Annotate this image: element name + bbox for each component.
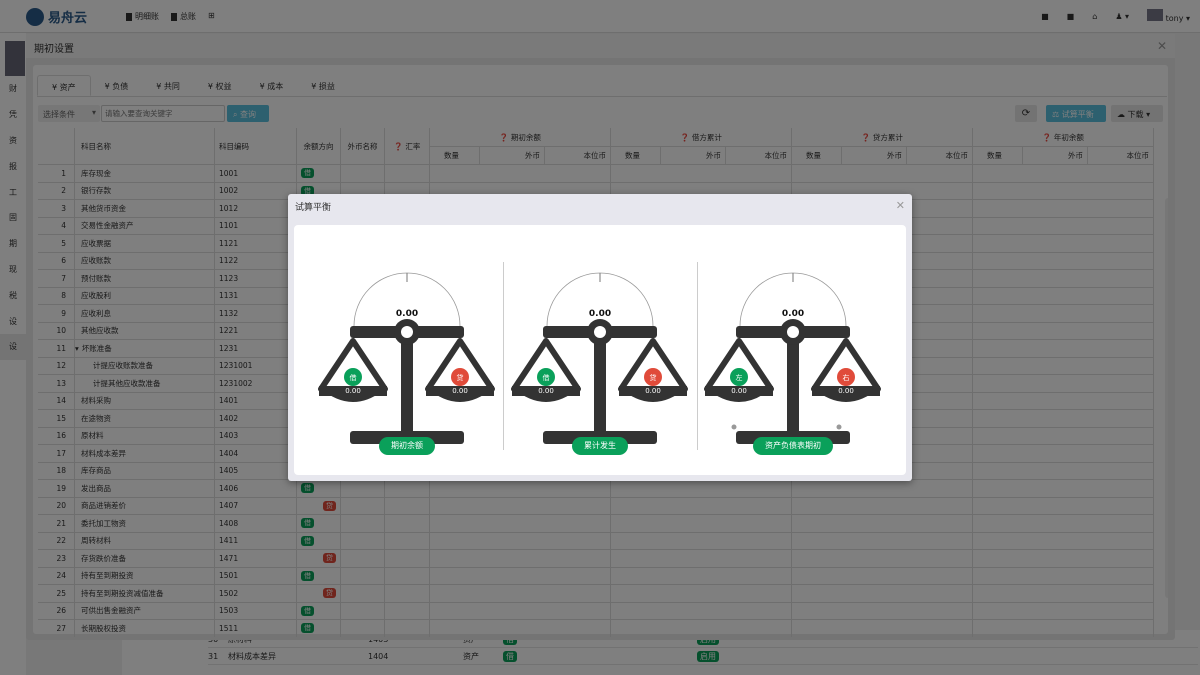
right-side-value: 0.00 — [645, 387, 661, 395]
info-icon[interactable] — [836, 424, 842, 430]
left-side-value: 0.00 — [538, 387, 554, 395]
scale-label-button[interactable]: 资产负债表期初 — [753, 437, 833, 455]
close-icon[interactable]: ✕ — [895, 199, 905, 212]
dialog-header: 试算平衡 ✕ — [288, 194, 912, 216]
pan-rim — [812, 386, 880, 396]
left-side-label: 借 — [543, 373, 550, 382]
pan-rim — [619, 386, 687, 396]
divider — [697, 262, 698, 450]
left-side-label: 借 — [350, 373, 357, 382]
pivot-hole — [594, 326, 606, 338]
pan-rim — [426, 386, 494, 396]
balance-scale: 0.00 左 0.00 右 0.00 — [704, 272, 881, 444]
scale-post — [594, 332, 606, 432]
scale-post — [787, 332, 799, 432]
right-side-label: 贷 — [650, 373, 657, 382]
scale-label-button[interactable]: 累计发生 — [572, 437, 628, 455]
pivot-hole — [787, 326, 799, 338]
divider — [503, 262, 504, 450]
dialog-body: 0.00 借 0.00 贷 0.00 期初余额 0.00 借 0.00 贷 0.00 累计发生 0.00… — [294, 225, 906, 475]
left-side-label: 左 — [736, 373, 743, 382]
left-side-value: 0.00 — [345, 387, 361, 395]
right-side-badge — [644, 368, 662, 386]
scale-label-button[interactable]: 期初余额 — [379, 437, 435, 455]
left-side-value: 0.00 — [731, 387, 747, 395]
pan-rim — [705, 386, 773, 396]
left-side-badge — [537, 368, 555, 386]
difference-value: 0.00 — [782, 309, 804, 319]
trial-balance-dialog: 试算平衡 ✕ 0.00 借 0.00 贷 0.00 期初余额 0.00 借 0.00 贷 0.00 累计… — [288, 194, 912, 481]
balance-scale: 0.00 借 0.00 贷 0.00 — [511, 272, 688, 444]
dialog-title: 试算平衡 — [295, 203, 332, 213]
pan-rim — [512, 386, 580, 396]
difference-value: 0.00 — [589, 309, 611, 319]
scale-post — [401, 332, 413, 432]
right-side-label: 贷 — [457, 373, 464, 382]
info-icon[interactable] — [731, 424, 737, 430]
pan-rim — [319, 386, 387, 396]
pivot-hole — [401, 326, 413, 338]
right-side-badge — [451, 368, 469, 386]
balance-scale: 0.00 借 0.00 贷 0.00 — [318, 272, 495, 444]
right-side-label: 右 — [843, 373, 850, 382]
right-side-badge — [837, 368, 855, 386]
right-side-value: 0.00 — [452, 387, 468, 395]
left-side-badge — [344, 368, 362, 386]
right-side-value: 0.00 — [838, 387, 854, 395]
left-side-badge — [730, 368, 748, 386]
difference-value: 0.00 — [396, 309, 418, 319]
